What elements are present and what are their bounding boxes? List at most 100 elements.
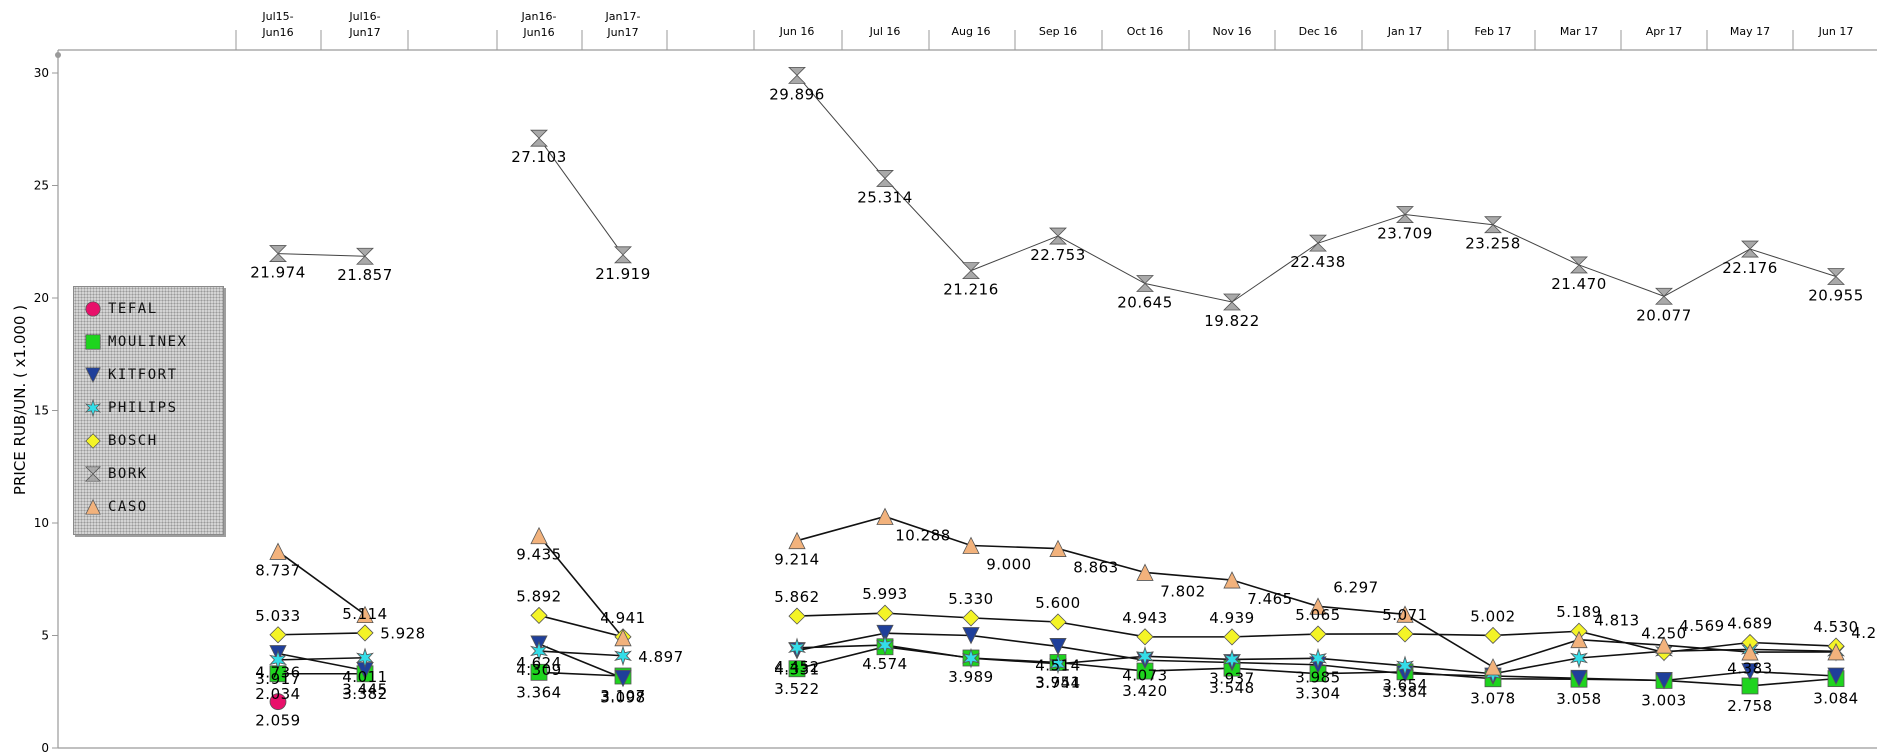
data-point <box>530 526 548 545</box>
data-label: 5.993 <box>862 585 907 603</box>
data-label: 3.304 <box>1295 685 1340 703</box>
data-point <box>1049 653 1067 675</box>
data-label: 4.689 <box>1727 614 1772 632</box>
data-label: 4.383 <box>1727 659 1772 677</box>
legend-marker-hourglass-icon <box>84 466 102 482</box>
legend-marker-triangle-down-icon <box>85 367 101 384</box>
series-line-caso <box>277 550 366 616</box>
data-point <box>876 507 894 525</box>
data-label: 3.951 <box>1035 674 1080 692</box>
legend-item-philips: PHILIPS <box>84 396 178 420</box>
legend-marker-square-icon <box>85 334 101 350</box>
data-point <box>1223 649 1241 670</box>
data-point <box>1049 613 1067 631</box>
data-label: 4.813 <box>1594 612 1639 630</box>
data-label: 4.011 <box>342 668 387 686</box>
data-label: 4.574 <box>862 655 907 673</box>
chart-panel-3: Jun 16 Jul 16 Aug 16 Sep 16 Oct 16 Nov 16 Dec … <box>769 25 1877 715</box>
data-label: 21.216 <box>943 281 999 299</box>
data-point <box>1570 256 1588 274</box>
data-point <box>1655 672 1673 690</box>
data-point <box>356 605 374 624</box>
data-point <box>269 542 287 560</box>
data-label: 3.522 <box>774 680 819 698</box>
data-point <box>1136 275 1154 292</box>
data-label: 5.071 <box>1382 606 1427 624</box>
data-label: 2.034 <box>255 685 300 703</box>
data-label: 9.214 <box>774 551 819 569</box>
data-label: 5.065 <box>1295 606 1340 624</box>
data-label: 21.974 <box>250 264 306 282</box>
data-point <box>1309 647 1327 669</box>
data-point <box>1396 206 1414 223</box>
legend-marker-circle-icon <box>85 301 101 317</box>
data-label: 3.548 <box>1209 679 1254 697</box>
data-label: 8.737 <box>255 561 300 579</box>
data-point <box>356 624 374 642</box>
legend-marker-triangle-up-icon <box>85 498 101 515</box>
data-label: 29.896 <box>769 85 825 103</box>
data-label: 3.364 <box>516 683 561 701</box>
data-point <box>530 129 548 147</box>
data-label: 5.330 <box>948 590 993 608</box>
data-point <box>962 647 980 669</box>
data-label: 3.445 <box>342 680 387 698</box>
data-point <box>85 301 101 317</box>
data-label: 19.822 <box>1204 312 1260 330</box>
y-tick-label: 30 <box>34 66 49 80</box>
data-label: 5.928 <box>380 625 425 643</box>
series-line-kitfort <box>277 652 366 672</box>
data-point <box>1655 636 1673 654</box>
data-point <box>1049 539 1067 557</box>
data-point <box>1655 287 1673 305</box>
data-label: 7.465 <box>1247 590 1292 608</box>
data-point <box>1136 563 1154 581</box>
data-point <box>876 604 894 622</box>
series-line-bosch <box>538 614 624 638</box>
series-line-kitfort <box>538 643 624 680</box>
data-point <box>1396 655 1414 677</box>
data-point <box>1827 667 1845 685</box>
x-category-label: Jul 16 <box>869 25 901 38</box>
data-point <box>876 624 894 643</box>
data-label: 22.753 <box>1030 246 1086 264</box>
x-category-label: Jul15- <box>261 10 293 23</box>
data-label: 3.003 <box>1641 691 1686 709</box>
data-label: 2.059 <box>255 712 300 730</box>
data-label: 5.002 <box>1470 607 1515 625</box>
data-point <box>85 367 101 384</box>
data-label: 20.077 <box>1636 306 1692 324</box>
data-point <box>85 433 101 449</box>
data-label: 23.258 <box>1465 235 1521 253</box>
data-label: 3.744 <box>1035 674 1080 692</box>
data-point <box>1484 658 1502 676</box>
y-tick-label: 5 <box>41 629 49 643</box>
x-category-label: Jun 17 <box>1818 25 1854 38</box>
y-axis-label: PRICE RUB/UN. ( x1.000 ) <box>11 304 29 496</box>
data-point <box>788 637 806 659</box>
data-label: 4.939 <box>1209 609 1254 627</box>
legend-item-bork: BORK <box>84 462 148 486</box>
legend-item-kitfort: KITFORT <box>84 363 178 387</box>
x-category-label: Dec 16 <box>1299 25 1338 38</box>
data-point <box>530 663 548 681</box>
x-category-label: Jun17 <box>606 26 638 39</box>
data-point <box>962 262 980 280</box>
data-point <box>1484 216 1502 234</box>
x-category-label: Sep 16 <box>1039 25 1077 38</box>
series-line-bork <box>538 137 624 256</box>
data-label: 3.107 <box>600 687 645 705</box>
data-label: 4.943 <box>1122 609 1167 627</box>
x-category-label: Jan17- <box>605 10 641 23</box>
data-point <box>269 649 287 671</box>
legend-label: MOULINEX <box>108 334 188 350</box>
data-label: 6.297 <box>1333 578 1378 596</box>
data-point <box>962 609 980 627</box>
data-label: 2.758 <box>1727 697 1772 715</box>
legend-item-moulinex: MOULINEX <box>84 330 187 354</box>
data-label: 27.103 <box>511 148 567 166</box>
data-label: 8.863 <box>1073 559 1118 577</box>
data-point <box>356 647 374 669</box>
